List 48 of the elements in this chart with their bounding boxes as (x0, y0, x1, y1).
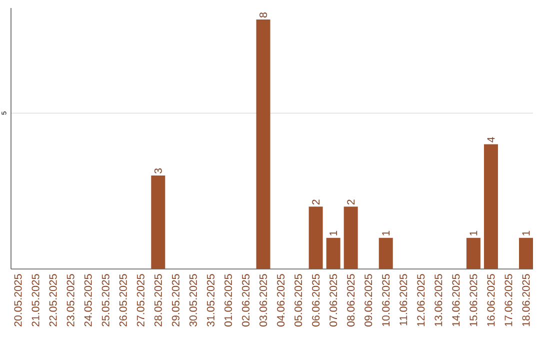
data-label: 3 (154, 168, 162, 174)
x-tick-label: 12.06.2025 (417, 274, 425, 326)
x-tick-label: 03.06.2025 (259, 274, 268, 326)
data-label: 1 (522, 230, 530, 236)
x-tick-label: 30.05.2025 (189, 274, 197, 326)
data-label: 2 (347, 200, 355, 204)
x-tick-label: 10.06.2025 (382, 274, 390, 326)
x-tick-label: 11.06.2025 (400, 274, 408, 326)
bar (519, 238, 533, 269)
x-tick-label: 25.05.2025 (102, 274, 110, 326)
x-tick-label: 02.06.2025 (242, 274, 250, 326)
x-tick-label: 05.06.2025 (294, 274, 302, 326)
bar (466, 238, 480, 269)
x-tick-label: 31.05.2025 (206, 274, 214, 326)
bar (326, 238, 340, 269)
x-tick-label: 15.06.2025 (470, 274, 478, 326)
x-tick-label: 13.06.2025 (434, 274, 442, 326)
x-tick-label: 27.05.2025 (136, 274, 144, 326)
data-label: 1 (382, 230, 390, 236)
x-tick-label: 17.06.2025 (504, 274, 512, 326)
x-tick-label: 09.06.2025 (364, 274, 372, 326)
x-tick-label: 04.06.2025 (277, 274, 285, 326)
bar (308, 206, 323, 269)
x-tick-label: 06.06.2025 (312, 274, 320, 326)
data-label: 4 (487, 137, 495, 142)
x-tick-label: 29.05.2025 (172, 274, 180, 326)
x-tick-label: 16.06.2025 (487, 274, 495, 326)
x-tick-label: 18.06.2025 (522, 274, 530, 326)
bar (256, 20, 270, 269)
x-tick-label: 14.06.2025 (452, 274, 460, 326)
x-tick-label: 22.05.2025 (49, 274, 57, 326)
data-label: 8 (259, 12, 268, 18)
bar (484, 144, 498, 269)
x-tick-label: 01.06.2025 (224, 274, 232, 326)
bar (151, 175, 166, 269)
data-label: 1 (470, 230, 478, 236)
x-tick-label: 24.05.2025 (84, 274, 92, 326)
x-tick-label: 08.06.2025 (347, 274, 355, 326)
bar (344, 206, 358, 269)
x-tick-label: 28.05.2025 (154, 274, 162, 326)
bar (378, 238, 393, 269)
x-tick-label: 26.05.2025 (119, 274, 127, 326)
x-tick-label: 21.05.2025 (32, 274, 40, 326)
x-tick-label: 07.06.2025 (330, 274, 338, 326)
x-tick-label: 23.05.2025 (66, 274, 74, 326)
x-tick-label: 20.05.2025 (14, 274, 22, 326)
data-label: 2 (312, 200, 320, 204)
data-label: 1 (330, 230, 337, 236)
